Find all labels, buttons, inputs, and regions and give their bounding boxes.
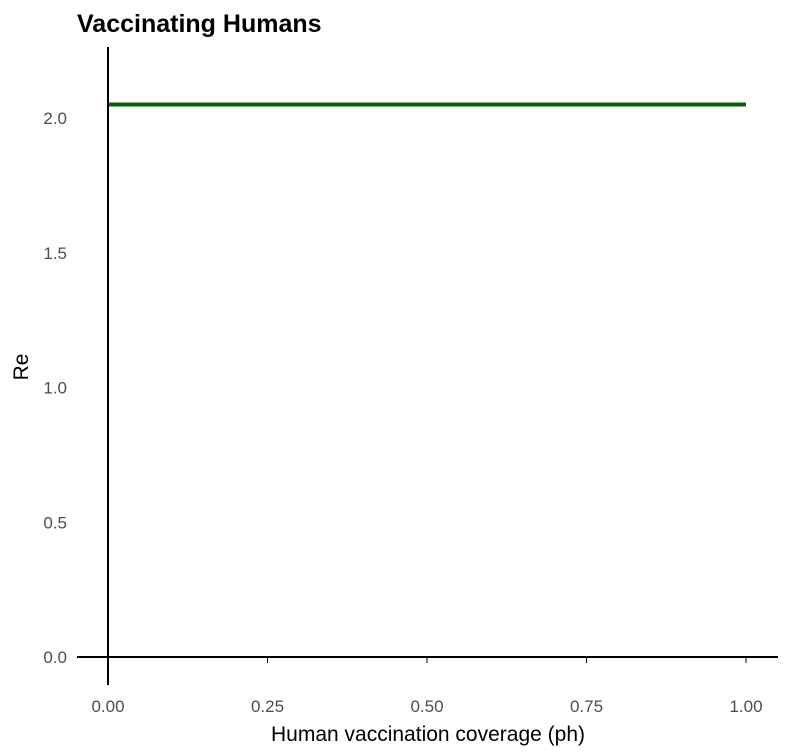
x-tick-label: 0.00 [91, 697, 124, 716]
y-tick-label: 1.0 [43, 379, 67, 398]
chart-title: Vaccinating Humans [77, 10, 322, 38]
x-tick-label: 0.75 [570, 697, 603, 716]
x-tick-label: 0.25 [251, 697, 284, 716]
x-axis-label: Human vaccination coverage (ph) [271, 723, 585, 746]
y-tick-label: 2.0 [43, 109, 67, 128]
x-tick-labels: 0.00 0.25 0.50 0.75 1.00 [91, 657, 763, 716]
y-tick-label: 1.5 [43, 244, 67, 263]
x-tick-label: 1.00 [729, 697, 762, 716]
y-axis-label: Re [10, 354, 33, 381]
y-tick-labels: 0.0 0.5 1.0 1.5 2.0 [43, 109, 67, 667]
y-tick-label: 0.0 [43, 648, 67, 667]
x-tick-label: 0.50 [410, 697, 443, 716]
y-tick-label: 0.5 [43, 513, 67, 532]
